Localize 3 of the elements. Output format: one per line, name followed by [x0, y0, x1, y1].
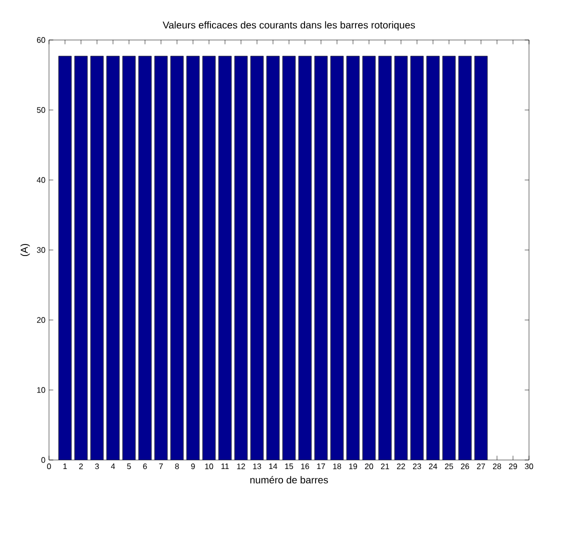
y-axis-title: (A) [20, 244, 30, 256]
x-axis-title: numéro de barres [250, 476, 328, 484]
chart-title: Valeurs efficaces des courants dans les barres rotoriques [162, 21, 415, 30]
